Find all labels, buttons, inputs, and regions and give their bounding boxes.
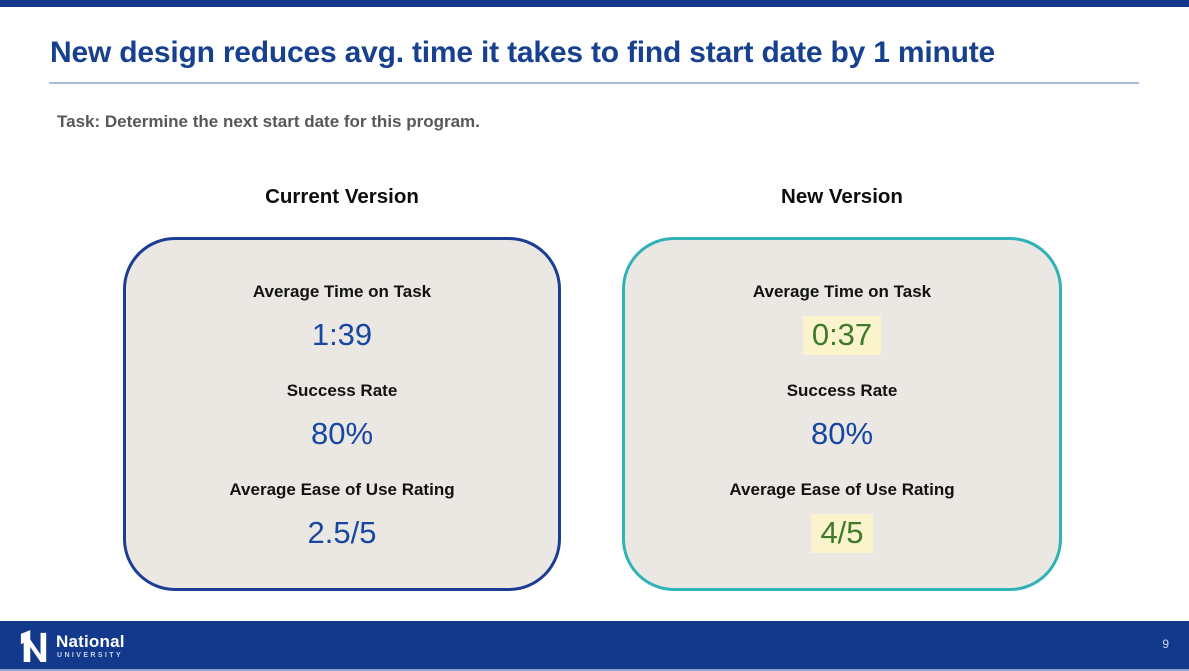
slide-title: New design reduces avg. time it takes to… <box>50 36 995 69</box>
footer-bottom-accent-line <box>0 669 1189 671</box>
footer-bar: National UNIVERSITY 9 <box>0 621 1189 671</box>
brand-subtitle: UNIVERSITY <box>57 651 124 659</box>
page-number: 9 <box>1162 637 1169 651</box>
metric-value-time-on-task: 1:39 <box>311 317 373 352</box>
metric-value-ease-of-use: 2.5/5 <box>307 515 377 550</box>
national-university-logo: National UNIVERSITY <box>19 629 125 663</box>
metric-label-ease-of-use: Average Ease of Use Rating <box>229 480 455 499</box>
metric-value-ease-of-use-highlighted: 4/5 <box>811 513 873 553</box>
logo-text: National UNIVERSITY <box>56 631 125 660</box>
card-header-current-version: Current Version <box>265 185 419 208</box>
metric-label-ease-of-use: Average Ease of Use Rating <box>729 480 955 499</box>
brand-name: National <box>56 631 125 651</box>
top-accent-bar <box>0 0 1189 7</box>
task-subtitle: Task: Determine the next start date for … <box>57 112 480 131</box>
yellow-highlight: 0:37 <box>802 316 882 355</box>
card-header-new-version: New Version <box>781 185 903 208</box>
metric-value-success-rate: 80% <box>810 416 874 451</box>
nu-monogram-icon <box>20 630 47 662</box>
metric-label-success-rate: Success Rate <box>786 381 898 400</box>
metric-label-success-rate: Success Rate <box>286 381 398 400</box>
title-underline <box>49 82 1139 84</box>
yellow-highlight: 4/5 <box>811 514 873 553</box>
metric-value-success-rate: 80% <box>310 416 374 451</box>
metric-value-time-on-task-highlighted: 0:37 <box>802 315 882 355</box>
metric-label-time-on-task: Average Time on Task <box>752 282 932 301</box>
metrics-card-new-version: Average Time on Task 0:37 Success Rate 8… <box>622 237 1062 591</box>
metrics-card-current-version: Average Time on Task 1:39 Success Rate 8… <box>123 237 561 591</box>
metric-label-time-on-task: Average Time on Task <box>252 282 432 301</box>
